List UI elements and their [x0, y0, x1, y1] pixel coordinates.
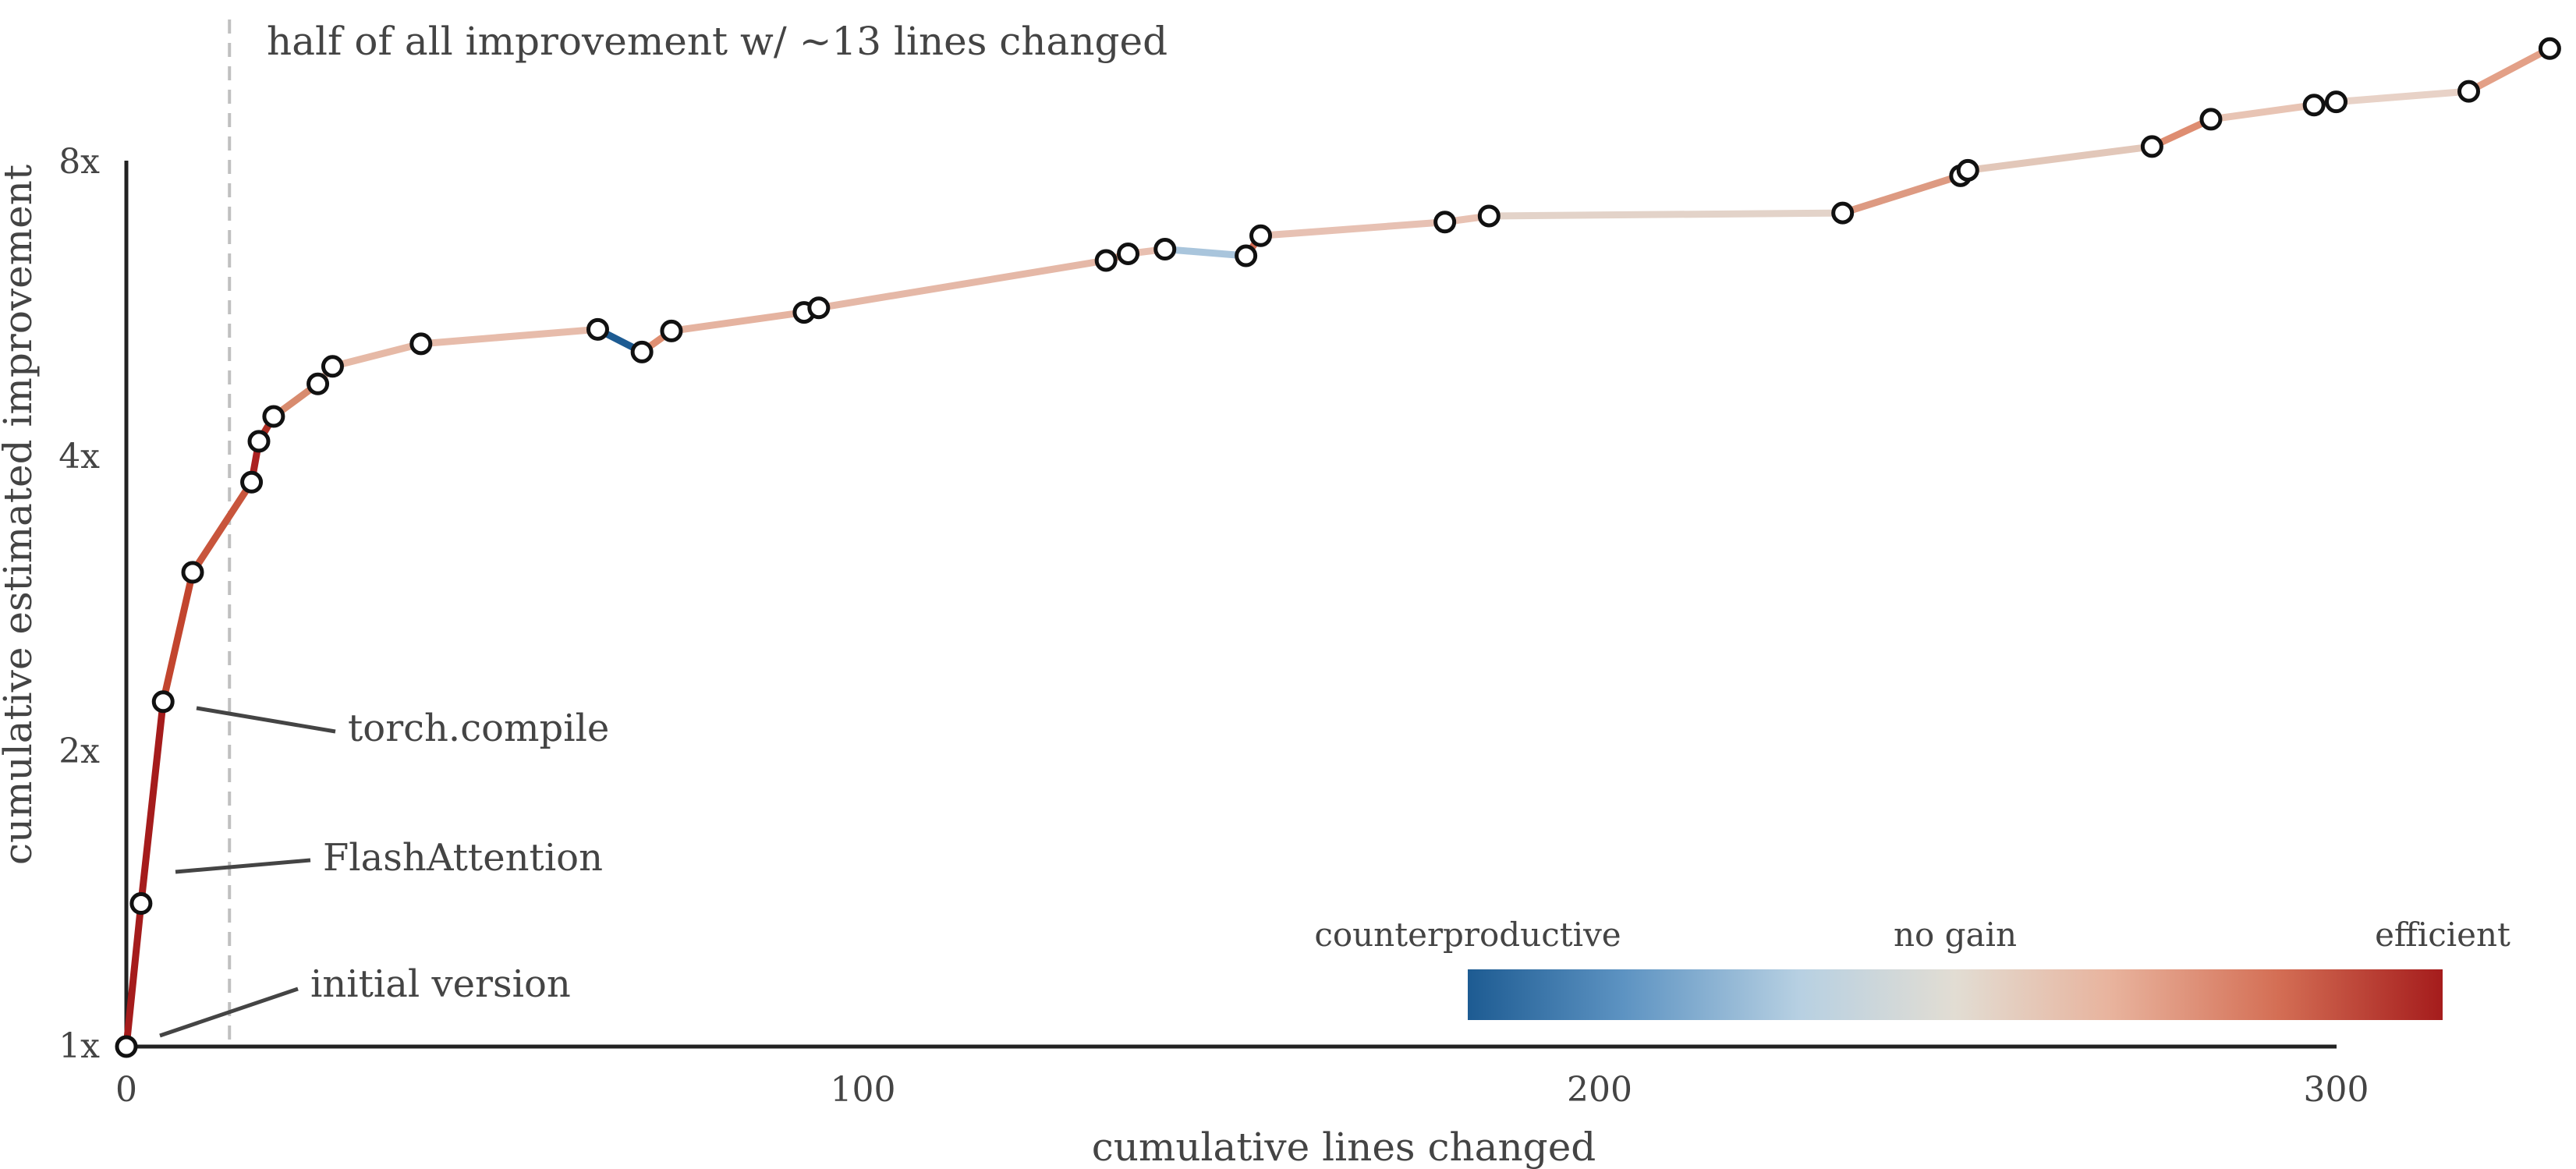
data-point — [1477, 204, 1501, 228]
data-point — [2538, 37, 2561, 60]
data-point — [2325, 90, 2347, 114]
data-point — [262, 405, 285, 428]
series-segment — [2333, 87, 2473, 106]
data-point — [586, 317, 609, 341]
x-tick-label: 100 — [831, 1070, 896, 1110]
flashattention-label: FlashAttention — [323, 836, 603, 880]
y-tick-label: 8x — [58, 142, 100, 182]
data-point — [151, 690, 175, 714]
data-point — [181, 561, 204, 584]
series-segment — [2465, 44, 2553, 95]
series-segment — [2207, 101, 2318, 123]
data-point — [306, 372, 330, 395]
series-segment — [1161, 246, 1250, 260]
series-segments — [122, 44, 2553, 1050]
data-point — [1153, 238, 1177, 261]
y-tick-label: 1x — [58, 1026, 100, 1066]
y-tick-labels: 1x 2x 4x 8x — [58, 142, 100, 1066]
initial-version-leader — [159, 987, 299, 1038]
x-tick-label: 0 — [115, 1070, 137, 1110]
series-segment — [1839, 172, 1965, 217]
x-tick-label: 300 — [2304, 1070, 2369, 1110]
initial-version-label: initial version — [310, 962, 571, 1006]
data-point — [247, 430, 271, 453]
data-point — [1094, 249, 1118, 272]
series-segment — [189, 478, 256, 576]
torch-compile-label: torch.compile — [348, 707, 609, 750]
x-tick-labels: 0 100 200 300 — [115, 1070, 2369, 1110]
data-point — [2302, 94, 2326, 117]
data-point — [2199, 108, 2223, 131]
series-segment — [1485, 209, 1847, 220]
colorbar — [1468, 969, 2443, 1020]
series-segment — [328, 340, 425, 370]
series-segment — [417, 325, 601, 348]
torch-compile-leader — [196, 706, 336, 734]
data-point — [1433, 211, 1457, 234]
data-point — [1831, 201, 1855, 225]
flashattention-leader — [175, 858, 311, 874]
data-point — [240, 470, 264, 494]
series-segment — [1257, 218, 1449, 239]
data-point — [1956, 158, 1979, 182]
data-point — [1117, 242, 1140, 265]
data-point — [2140, 135, 2163, 158]
data-point — [1249, 224, 1273, 247]
series-segment — [122, 900, 145, 1050]
series-segment — [815, 257, 1110, 312]
y-tick-label: 4x — [58, 437, 100, 476]
series-segment — [137, 698, 167, 908]
series-segment — [1964, 143, 2156, 174]
x-tick-label: 200 — [1567, 1070, 1632, 1110]
series-segment — [668, 309, 808, 335]
colorbar-label-no-gain: no gain — [1894, 916, 2017, 954]
data-point — [660, 319, 683, 342]
data-point — [2457, 80, 2481, 103]
data-point — [115, 1035, 138, 1058]
colorbar-label-counterproductive: counterproductive — [1314, 916, 1621, 954]
y-tick-label: 2x — [58, 732, 100, 771]
half-improvement-label: half of all improvement w/ ~13 lines cha… — [267, 19, 1168, 64]
data-point — [1235, 244, 1258, 267]
series-markers — [115, 37, 2561, 1058]
annotation-leaders — [159, 706, 336, 1038]
colorbar-label-efficient: efficient — [2375, 916, 2510, 954]
y-axis-title: cumulative estimated improvement — [0, 165, 41, 865]
x-axis-title: cumulative lines changed — [1092, 1125, 1596, 1169]
data-point — [630, 340, 654, 363]
data-point — [807, 296, 831, 320]
series-segment — [159, 569, 197, 706]
data-point — [321, 355, 344, 378]
data-point — [129, 892, 153, 916]
data-point — [409, 332, 433, 356]
